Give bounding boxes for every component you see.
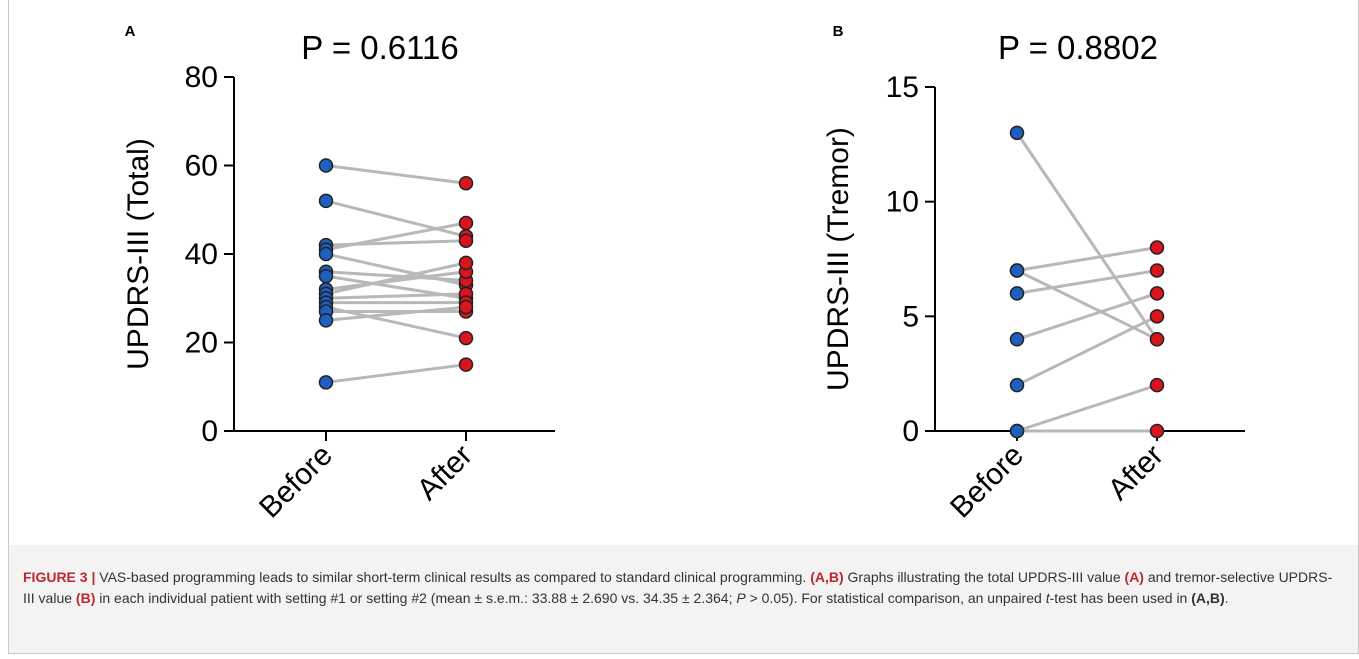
data-point-before xyxy=(1011,126,1024,139)
data-point-after xyxy=(1151,241,1164,254)
x-tick-label: After xyxy=(411,439,479,507)
pair-line xyxy=(1017,248,1157,271)
chart-title: P = 0.6116 xyxy=(301,29,459,66)
data-point-after xyxy=(460,177,473,190)
data-point-before xyxy=(320,248,333,261)
data-point-before xyxy=(320,270,333,283)
data-point-after xyxy=(460,217,473,230)
y-tick-label: 5 xyxy=(902,300,919,333)
data-point-before xyxy=(320,376,333,389)
pair-line xyxy=(1017,316,1157,385)
pair-line xyxy=(326,201,466,236)
data-point-before xyxy=(1011,287,1024,300)
data-point-after xyxy=(460,332,473,345)
pair-line xyxy=(326,307,466,320)
y-tick-label: 0 xyxy=(201,415,218,448)
data-point-before xyxy=(1011,425,1024,438)
caption-text: in each individual patient with setting … xyxy=(95,590,736,606)
data-point-after xyxy=(1151,425,1164,438)
data-point-before xyxy=(320,159,333,172)
pair-line xyxy=(1017,385,1157,431)
data-point-before xyxy=(1011,264,1024,277)
data-point-before xyxy=(320,194,333,207)
caption-text: . xyxy=(1225,590,1229,606)
y-tick-label: 60 xyxy=(185,150,218,183)
data-point-after xyxy=(1151,264,1164,277)
y-tick-label: 80 xyxy=(185,61,218,94)
caption-text: > 0.05). For statistical comparison, an … xyxy=(746,590,1046,606)
data-point-after xyxy=(460,234,473,247)
pair-line xyxy=(1017,133,1157,339)
panel-label: B xyxy=(833,23,844,40)
pair-line xyxy=(326,223,466,250)
data-point-before xyxy=(320,314,333,327)
data-point-after xyxy=(1151,379,1164,392)
caption-ref: (A,B) xyxy=(810,569,843,585)
data-point-before xyxy=(1011,379,1024,392)
figure-caption: FIGURE 3 | VAS-based programming leads t… xyxy=(23,567,1343,609)
caption-ref: (A) xyxy=(1125,569,1144,585)
x-tick-label: Before xyxy=(944,439,1030,525)
y-axis-label: UPDRS-III (Total) xyxy=(122,138,155,370)
caption-text: VAS-based programming leads to similar s… xyxy=(95,569,810,585)
caption-ref: (A,B) xyxy=(1191,590,1224,606)
pair-line xyxy=(326,166,466,184)
data-point-before xyxy=(1011,333,1024,346)
caption-italic: P xyxy=(736,590,745,606)
data-point-after xyxy=(460,256,473,269)
panel-a: A P = 0.6116 0 20 40 60 80 UPDRS-III (Total) Bef… xyxy=(122,23,555,524)
data-point-after xyxy=(1151,310,1164,323)
pair-line xyxy=(326,365,466,383)
pair-line xyxy=(1017,293,1157,339)
y-tick-label: 40 xyxy=(185,238,218,271)
data-point-after xyxy=(1151,333,1164,346)
data-point-after xyxy=(1151,287,1164,300)
caption-text: -test has been used in xyxy=(1050,590,1192,606)
y-tick-label: 20 xyxy=(185,327,218,360)
panel-label: A xyxy=(125,23,136,40)
figure-plots: A P = 0.6116 0 20 40 60 80 UPDRS-III (Total) Bef… xyxy=(0,0,1359,545)
y-axis-label: UPDRS-III (Tremor) xyxy=(822,127,855,391)
y-tick-label: 0 xyxy=(902,415,919,448)
x-tick-label: Before xyxy=(253,439,339,525)
figure-label: FIGURE 3 | xyxy=(23,569,95,585)
x-tick-label: After xyxy=(1102,439,1170,507)
chart-title: P = 0.8802 xyxy=(998,29,1158,66)
panel-b: B P = 0.8802 0 5 10 15 UPDRS-III (Tremor) Befor… xyxy=(822,23,1245,524)
data-point-after xyxy=(460,358,473,371)
y-tick-label: 15 xyxy=(886,71,919,104)
caption-text: Graphs illustrating the total UPDRS-III … xyxy=(844,569,1125,585)
data-point-after xyxy=(460,301,473,314)
caption-ref: (B) xyxy=(76,590,95,606)
y-tick-label: 10 xyxy=(886,186,919,219)
